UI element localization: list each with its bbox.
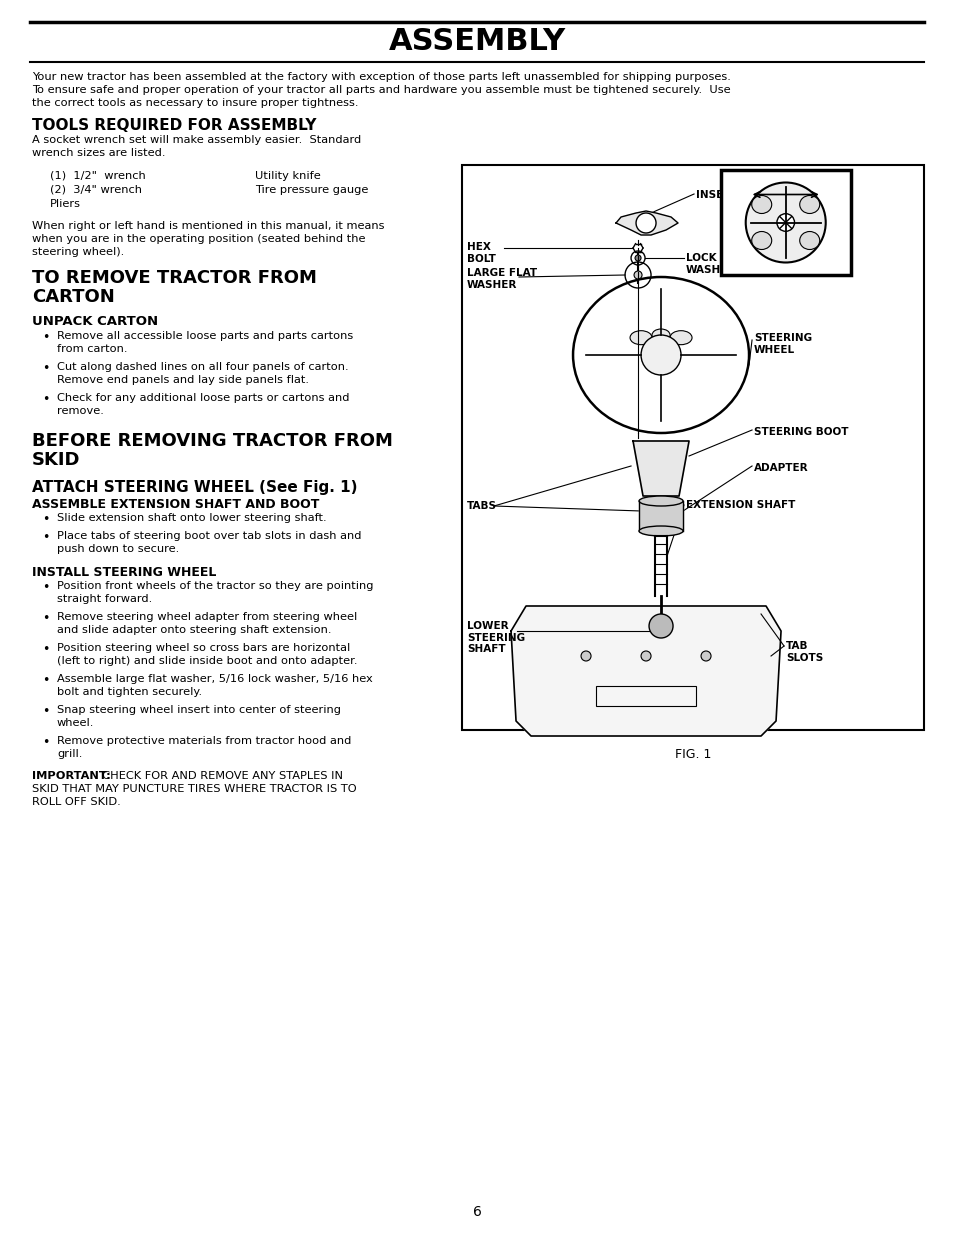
Text: •: •: [42, 331, 50, 345]
Text: Remove steering wheel adapter from steering wheel: Remove steering wheel adapter from steer…: [57, 613, 356, 622]
Circle shape: [635, 254, 640, 261]
Circle shape: [634, 270, 641, 279]
Text: the correct tools as necessary to insure proper tightness.: the correct tools as necessary to insure…: [32, 98, 358, 107]
Text: ATTACH STEERING WHEEL (See Fig. 1): ATTACH STEERING WHEEL (See Fig. 1): [32, 480, 357, 495]
Ellipse shape: [799, 195, 819, 214]
Text: 6: 6: [472, 1205, 481, 1219]
Ellipse shape: [751, 195, 771, 214]
Text: from carton.: from carton.: [57, 345, 128, 354]
Text: ADAPTER: ADAPTER: [753, 463, 808, 473]
Text: steering wheel).: steering wheel).: [32, 247, 124, 257]
Text: When right or left hand is mentioned in this manual, it means: When right or left hand is mentioned in …: [32, 221, 384, 231]
Polygon shape: [633, 441, 688, 496]
Text: STEERING
WHEEL: STEERING WHEEL: [753, 333, 811, 354]
Text: Assemble large flat washer, 5/16 lock washer, 5/16 hex: Assemble large flat washer, 5/16 lock wa…: [57, 674, 373, 684]
Text: Position steering wheel so cross bars are horizontal: Position steering wheel so cross bars ar…: [57, 643, 350, 653]
Circle shape: [700, 651, 710, 661]
Text: TOOLS REQUIRED FOR ASSEMBLY: TOOLS REQUIRED FOR ASSEMBLY: [32, 119, 316, 133]
Text: bolt and tighten securely.: bolt and tighten securely.: [57, 687, 202, 697]
Text: (2)  3/4" wrench: (2) 3/4" wrench: [50, 185, 142, 195]
Text: Place tabs of steering boot over tab slots in dash and: Place tabs of steering boot over tab slo…: [57, 531, 361, 541]
Text: •: •: [42, 613, 50, 625]
Text: INSERT: INSERT: [696, 190, 738, 200]
Circle shape: [640, 335, 680, 375]
Circle shape: [636, 212, 656, 233]
Text: A socket wrench set will make assembly easier.  Standard: A socket wrench set will make assembly e…: [32, 135, 361, 144]
Text: (1)  1/2"  wrench: (1) 1/2" wrench: [50, 170, 146, 182]
Bar: [461, 165, 923, 730]
Text: Utility knife: Utility knife: [254, 170, 320, 182]
Text: LOWER
STEERING
SHAFT: LOWER STEERING SHAFT: [467, 621, 524, 655]
Text: wheel.: wheel.: [57, 718, 94, 727]
Circle shape: [745, 183, 825, 263]
Text: FIG. 1: FIG. 1: [674, 748, 710, 761]
Text: TABS: TABS: [467, 501, 497, 511]
Text: and slide adapter onto steering shaft extension.: and slide adapter onto steering shaft ex…: [57, 625, 331, 635]
Polygon shape: [616, 211, 678, 235]
Text: grill.: grill.: [57, 748, 82, 760]
Text: •: •: [42, 643, 50, 656]
Text: STEERING BOOT: STEERING BOOT: [753, 427, 847, 437]
Circle shape: [640, 651, 650, 661]
Text: Pliers: Pliers: [50, 199, 81, 209]
Text: IMPORTANT:: IMPORTANT:: [32, 771, 111, 781]
Text: HEX
BOLT: HEX BOLT: [467, 242, 496, 263]
Ellipse shape: [639, 496, 682, 506]
Text: remove.: remove.: [57, 406, 104, 416]
Text: UNPACK CARTON: UNPACK CARTON: [32, 315, 158, 329]
Bar: [720, 170, 850, 275]
Text: straight forward.: straight forward.: [57, 594, 152, 604]
Text: Cut along dashed lines on all four panels of carton.: Cut along dashed lines on all four panel…: [57, 362, 348, 372]
Text: Your new tractor has been assembled at the factory with exception of those parts: Your new tractor has been assembled at t…: [32, 72, 730, 82]
Text: •: •: [42, 362, 50, 375]
Text: Remove end panels and lay side panels flat.: Remove end panels and lay side panels fl…: [57, 375, 309, 385]
Text: BEFORE REMOVING TRACTOR FROM: BEFORE REMOVING TRACTOR FROM: [32, 432, 393, 450]
Text: ASSEMBLY: ASSEMBLY: [388, 27, 565, 56]
Text: TAB
SLOTS: TAB SLOTS: [785, 641, 822, 663]
Circle shape: [648, 614, 672, 638]
Text: Tire pressure gauge: Tire pressure gauge: [254, 185, 368, 195]
Text: •: •: [42, 736, 50, 748]
Ellipse shape: [799, 231, 819, 249]
Text: wrench sizes are listed.: wrench sizes are listed.: [32, 148, 165, 158]
Text: Position front wheels of the tractor so they are pointing: Position front wheels of the tractor so …: [57, 580, 374, 592]
Ellipse shape: [639, 526, 682, 536]
Text: SKID THAT MAY PUNCTURE TIRES WHERE TRACTOR IS TO: SKID THAT MAY PUNCTURE TIRES WHERE TRACT…: [32, 784, 356, 794]
Text: SKID: SKID: [32, 451, 80, 469]
Text: INSTALL STEERING WHEEL: INSTALL STEERING WHEEL: [32, 566, 216, 579]
Text: Remove all accessible loose parts and parts cartons: Remove all accessible loose parts and pa…: [57, 331, 353, 341]
Bar: [639, 501, 682, 531]
Text: Slide extension shaft onto lower steering shaft.: Slide extension shaft onto lower steerin…: [57, 513, 326, 522]
Text: CHECK FOR AND REMOVE ANY STAPLES IN: CHECK FOR AND REMOVE ANY STAPLES IN: [95, 771, 343, 781]
Text: LOCK
WASHER: LOCK WASHER: [685, 253, 736, 274]
Text: when you are in the operating position (seated behind the: when you are in the operating position (…: [32, 233, 365, 245]
Text: •: •: [42, 531, 50, 543]
Text: ROLL OFF SKID.: ROLL OFF SKID.: [32, 797, 121, 806]
Text: •: •: [42, 674, 50, 687]
Text: CARTON: CARTON: [32, 288, 114, 306]
Ellipse shape: [751, 231, 771, 249]
Bar: [596, 685, 696, 706]
Text: ASSEMBLE EXTENSION SHAFT AND BOOT: ASSEMBLE EXTENSION SHAFT AND BOOT: [32, 498, 319, 511]
Text: Snap steering wheel insert into center of steering: Snap steering wheel insert into center o…: [57, 705, 340, 715]
Text: (left to right) and slide inside boot and onto adapter.: (left to right) and slide inside boot an…: [57, 656, 357, 666]
Text: Check for any additional loose parts or cartons and: Check for any additional loose parts or …: [57, 393, 349, 403]
Text: •: •: [42, 513, 50, 526]
Text: TO REMOVE TRACTOR FROM: TO REMOVE TRACTOR FROM: [32, 269, 316, 287]
Text: To ensure safe and proper operation of your tractor all parts and hardware you a: To ensure safe and proper operation of y…: [32, 85, 730, 95]
Text: •: •: [42, 393, 50, 406]
Text: EXTENSION SHAFT: EXTENSION SHAFT: [685, 500, 795, 510]
Circle shape: [580, 651, 591, 661]
Polygon shape: [511, 606, 781, 736]
Text: push down to secure.: push down to secure.: [57, 543, 179, 555]
Text: LARGE FLAT
WASHER: LARGE FLAT WASHER: [467, 268, 537, 289]
Ellipse shape: [629, 331, 651, 345]
Text: Remove protective materials from tractor hood and: Remove protective materials from tractor…: [57, 736, 351, 746]
Ellipse shape: [669, 331, 691, 345]
Text: •: •: [42, 580, 50, 594]
Ellipse shape: [651, 329, 669, 341]
Text: •: •: [42, 705, 50, 718]
Circle shape: [776, 214, 794, 231]
